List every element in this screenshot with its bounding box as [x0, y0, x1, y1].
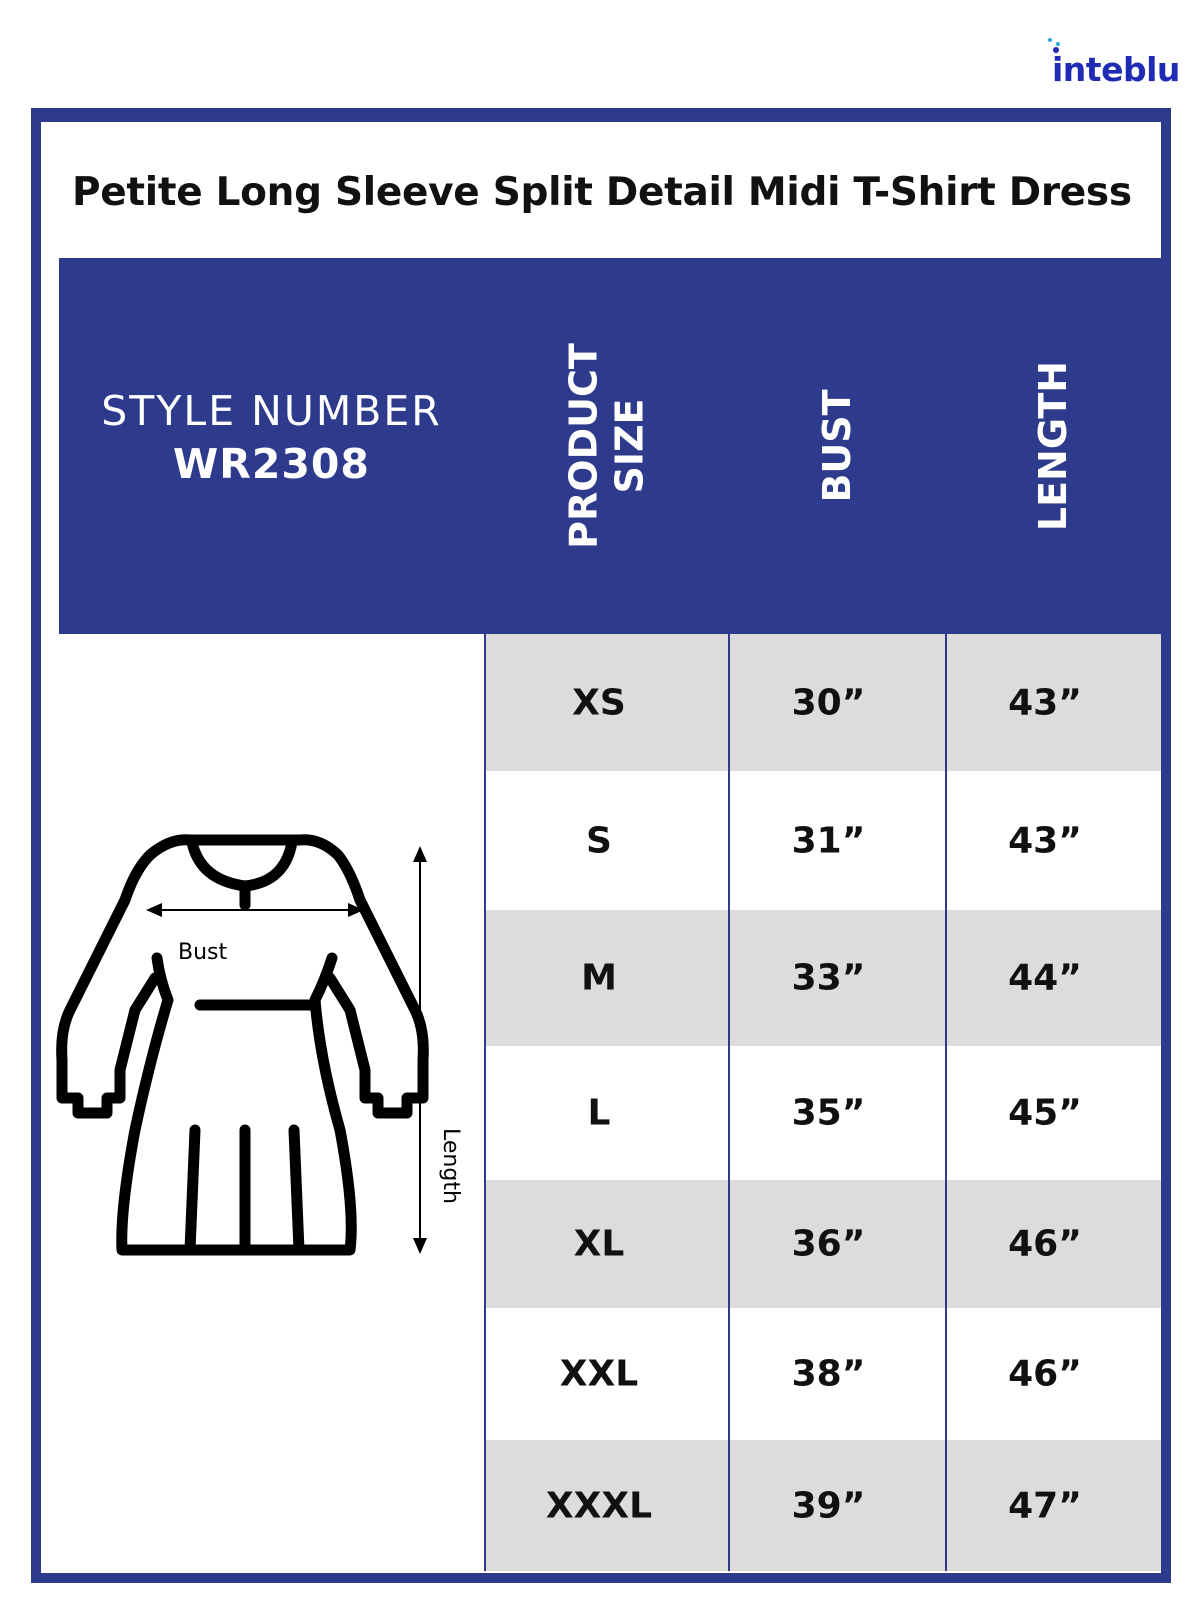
bust-cell-text: 31” [791, 820, 866, 861]
bust-label: Bust [178, 940, 228, 965]
length-cell-text: 46” [1008, 1353, 1082, 1395]
divider [728, 258, 730, 1571]
size-cell: XS [486, 634, 728, 771]
length-cell: 46” [945, 1180, 1161, 1308]
length-cell-text: 47” [1008, 1485, 1082, 1526]
bust-cell-text: 35” [791, 1092, 866, 1134]
header-text: SIZE [607, 398, 651, 494]
length-cell-text: 43” [1008, 820, 1082, 861]
column-header-bust: BUST [730, 258, 945, 634]
header-text: PRODUCT [561, 343, 606, 549]
product-title: Petite Long Sleeve Split Detail Midi T-S… [72, 170, 1132, 215]
size-cell: M [486, 910, 728, 1046]
size-cell: XL [486, 1180, 728, 1308]
length-cell: 43” [945, 771, 1161, 910]
bust-cell-text: 38” [791, 1353, 866, 1395]
style-number-value: WR2308 [173, 440, 370, 489]
bust-cell: 39” [728, 1440, 945, 1571]
size-cell-text: XXXL [545, 1485, 653, 1526]
size-cell-text: XL [573, 1223, 625, 1265]
length-cell-text: 46” [1008, 1223, 1082, 1265]
bust-cell: 31” [728, 771, 945, 910]
table-row: XS 30” 43” [486, 634, 1161, 771]
bust-cell: 38” [728, 1308, 945, 1440]
bust-cell: 35” [728, 1046, 945, 1180]
header-text: LENGTH [1031, 360, 1076, 532]
brand-logo: inteblu [1040, 38, 1190, 98]
size-chart-frame [31, 108, 1171, 1583]
length-cell: 46” [945, 1308, 1161, 1440]
divider [945, 258, 947, 1571]
table-row: S 31” 43” [486, 771, 1161, 910]
length-cell: 44” [945, 910, 1161, 1046]
size-cell: XXXL [486, 1440, 728, 1571]
logo-text: inteblu [1052, 50, 1180, 89]
bust-cell: 30” [728, 634, 945, 771]
size-cell-text: M [581, 957, 617, 999]
length-cell-text: 43” [1008, 682, 1082, 723]
bust-cell-text: 30” [791, 682, 866, 723]
size-cell: S [486, 771, 728, 910]
size-cell-text: L [587, 1092, 611, 1134]
style-number-header: STYLE NUMBER WR2308 [59, 258, 484, 634]
length-label: Length [438, 1128, 463, 1204]
size-cell-text: XXL [559, 1353, 639, 1395]
size-cell: L [486, 1046, 728, 1180]
table-row: XXL 38” 46” [486, 1308, 1161, 1440]
table-row: L 35” 45” [486, 1046, 1161, 1180]
bust-cell: 36” [728, 1180, 945, 1308]
length-cell-text: 45” [1008, 1092, 1082, 1134]
length-cell: 43” [945, 634, 1161, 771]
column-header-size: PRODUCT SIZE [486, 258, 728, 634]
size-cell: XXL [486, 1308, 728, 1440]
length-cell: 45” [945, 1046, 1161, 1180]
bust-cell-text: 36” [791, 1223, 866, 1265]
header-text: BUST [814, 389, 859, 503]
style-number-label: STYLE NUMBER [101, 387, 442, 435]
table-row: M 33” 44” [486, 910, 1161, 1046]
table-row: XXXL 39” 47” [486, 1440, 1161, 1571]
divider [484, 258, 486, 1571]
size-cell-text: S [586, 820, 612, 861]
bust-cell-text: 39” [791, 1485, 866, 1526]
length-cell: 47” [945, 1440, 1161, 1571]
table-row: XL 36” 46” [486, 1180, 1161, 1308]
column-header-length: LENGTH [947, 258, 1161, 634]
dress-outline-icon [56, 834, 429, 1256]
bust-cell: 33” [728, 910, 945, 1046]
size-cell-text: XS [572, 682, 626, 723]
bust-cell-text: 33” [791, 957, 866, 999]
length-cell-text: 44” [1008, 957, 1082, 999]
